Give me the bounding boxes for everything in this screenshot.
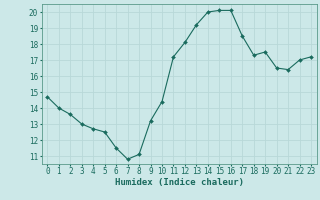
X-axis label: Humidex (Indice chaleur): Humidex (Indice chaleur)	[115, 178, 244, 187]
